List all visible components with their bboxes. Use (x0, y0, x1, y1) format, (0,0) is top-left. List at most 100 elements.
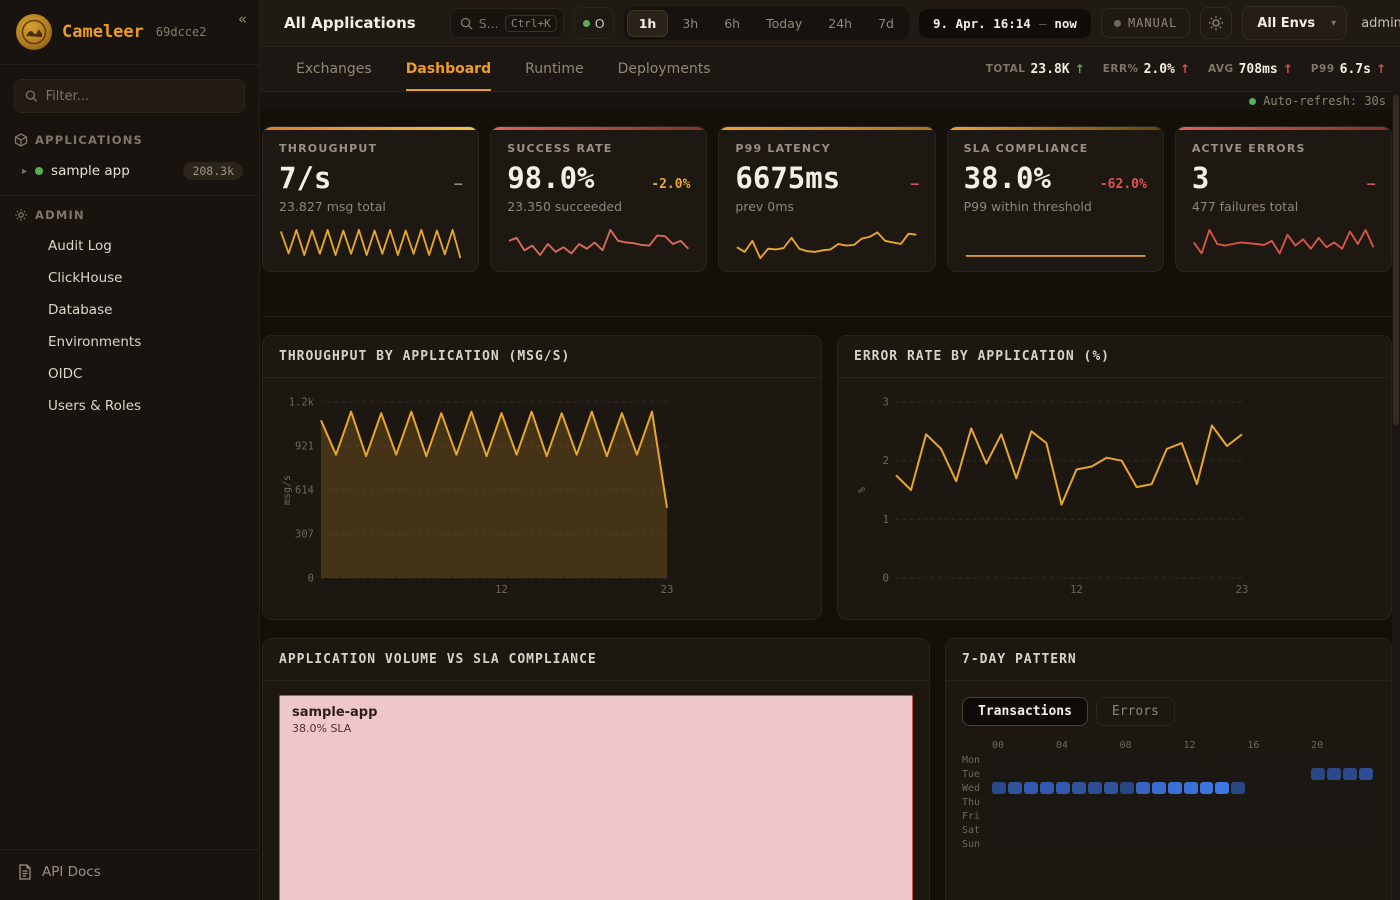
kpi-card-p99-latency[interactable]: P99 LATENCY6675ms–prev 0ms (718, 126, 935, 272)
sidebar-item-clickhouse[interactable]: ClickHouse (8, 262, 251, 294)
heatmap-cell (1215, 754, 1229, 766)
stat-total: TOTAL23.8K↑ (986, 62, 1085, 77)
status-dot (35, 167, 43, 175)
section-label: ADMIN (35, 208, 85, 222)
heatmap-cell (1295, 810, 1309, 822)
heatmap-cell (1024, 796, 1038, 808)
chevron-right-icon[interactable]: ▸ (22, 166, 27, 177)
stat-value: 2.0% (1144, 62, 1175, 77)
heatmap-cell (1327, 838, 1341, 850)
range-today[interactable]: Today (754, 10, 814, 37)
refresh-dot (1249, 98, 1256, 105)
kpi-label: THROUGHPUT (279, 142, 462, 155)
heatmap-cell (1008, 754, 1022, 766)
theme-toggle-button[interactable] (1200, 7, 1232, 39)
sidebar-filter[interactable] (14, 79, 245, 113)
kpi-subtext: 477 failures total (1192, 199, 1375, 214)
day-label: Mon (962, 755, 992, 766)
heatmap-cell (1231, 838, 1245, 850)
heatmap-cell (1311, 754, 1325, 766)
heatmap-cell (1088, 838, 1102, 850)
sidebar-item-audit-log[interactable]: Audit Log (8, 230, 251, 262)
heatmap-cell (1279, 824, 1293, 836)
kpi-label: P99 LATENCY (735, 142, 918, 155)
range-1h[interactable]: 1h (627, 10, 669, 37)
heatmap-cell (1120, 768, 1134, 780)
toggle-errors[interactable]: Errors (1096, 697, 1175, 726)
sidebar-item-environments[interactable]: Environments (8, 326, 251, 358)
kpi-card-success-rate[interactable]: SUCCESS RATE98.0%-2.0%23.350 succeeded (490, 126, 707, 272)
vertical-scrollbar[interactable] (1392, 90, 1400, 900)
heatmap-cell (1311, 838, 1325, 850)
tab-deployments[interactable]: Deployments (618, 47, 711, 91)
heatmap-cell (1359, 838, 1373, 850)
tab-exchanges[interactable]: Exchanges (296, 47, 372, 91)
range-3h[interactable]: 3h (670, 10, 710, 37)
heatmap-cell (1184, 768, 1198, 780)
kpi-delta: -2.0% (651, 177, 690, 192)
day-label: Fri (962, 811, 992, 822)
sidebar-item-users-roles[interactable]: Users & Roles (8, 390, 251, 422)
kpi-card-throughput[interactable]: THROUGHPUT7/s–23.827 msg total (262, 126, 479, 272)
heatmap-cell (1104, 782, 1118, 794)
global-search[interactable]: S... Ctrl+K (450, 8, 564, 38)
tab-dashboard[interactable]: Dashboard (406, 47, 491, 91)
svg-text:1.2k: 1.2k (289, 397, 315, 409)
search-icon (460, 17, 473, 30)
sidebar-collapse-icon[interactable]: « (238, 10, 247, 28)
kpi-card-active-errors[interactable]: ACTIVE ERRORS3–477 failures total (1175, 126, 1392, 272)
heatmap-cell (992, 838, 1006, 850)
kpi-subtext: P99 within threshold (964, 199, 1147, 214)
sidebar-item-oidc[interactable]: OIDC (8, 358, 251, 390)
heatmap-cell (1040, 824, 1054, 836)
heatmap-cell (1024, 838, 1038, 850)
heatmap-cell (1104, 754, 1118, 766)
heatmap-cell (1072, 754, 1086, 766)
app-name: Cameleer (62, 22, 144, 42)
heatmap-cell (1136, 782, 1150, 794)
scrollbar-thumb[interactable] (1393, 95, 1399, 425)
heatmap-cell (1104, 838, 1118, 850)
panel-title: THROUGHPUT BY APPLICATION (MSG/S) (263, 336, 821, 378)
panel-title: 7-DAY PATTERN (946, 639, 1391, 681)
stat-err: ERR%2.0%↑ (1103, 62, 1190, 77)
tab-runtime[interactable]: Runtime (525, 47, 583, 91)
manual-refresh-button[interactable]: MANUAL (1101, 8, 1190, 38)
range-6h[interactable]: 6h (712, 10, 752, 37)
error_rate_by_app-chart: 01231223% (854, 392, 1254, 604)
time-range-display[interactable]: 9. Apr. 16:14 – now (919, 9, 1091, 38)
heatmap-cell (1231, 782, 1245, 794)
time-from: 9. Apr. 16:14 (933, 16, 1031, 31)
sidebar-item-sample-app[interactable]: ▸ sample app 208.3k (8, 155, 251, 187)
search-shortcut: Ctrl+K (505, 15, 557, 32)
kpi-delta: – (454, 177, 462, 192)
heatmap-cell (1231, 768, 1245, 780)
treemap-tile-sample-app[interactable]: sample-app 38.0% SLA (279, 695, 913, 900)
heatmap-cell (1279, 838, 1293, 850)
live-status-pill[interactable]: O (574, 7, 614, 39)
heatmap-cell (1056, 838, 1070, 850)
filter-input[interactable] (46, 89, 234, 104)
toggle-transactions[interactable]: Transactions (962, 697, 1088, 726)
range-24h[interactable]: 24h (816, 10, 864, 37)
heatmap-cell (1359, 810, 1373, 822)
heatmap-hour-labels: 000408121620 (992, 740, 1375, 751)
heatmap-cell (1295, 754, 1309, 766)
sidebar-item-api-docs[interactable]: API Docs (0, 849, 259, 900)
heatmap-cell (1152, 824, 1166, 836)
heatmap-cell (1104, 796, 1118, 808)
range-7d[interactable]: 7d (866, 10, 906, 37)
heatmap-cell (1056, 824, 1070, 836)
sidebar-item-database[interactable]: Database (8, 294, 251, 326)
heatmap-cell (1247, 824, 1261, 836)
package-icon (14, 133, 28, 147)
heatmap-cell (1327, 768, 1341, 780)
heatmap-cell (1215, 796, 1229, 808)
kpi-card-sla-compliance[interactable]: SLA COMPLIANCE38.0%-62.0%P99 within thre… (947, 126, 1164, 272)
hour-label: 12 (1183, 740, 1247, 751)
kpi-label: ACTIVE ERRORS (1192, 142, 1375, 155)
treemap-app-name: sample-app (292, 705, 900, 720)
env-select[interactable]: All Envs ▾ (1242, 6, 1347, 40)
heatmap-cell (1104, 768, 1118, 780)
heatmap-cell (1040, 838, 1054, 850)
